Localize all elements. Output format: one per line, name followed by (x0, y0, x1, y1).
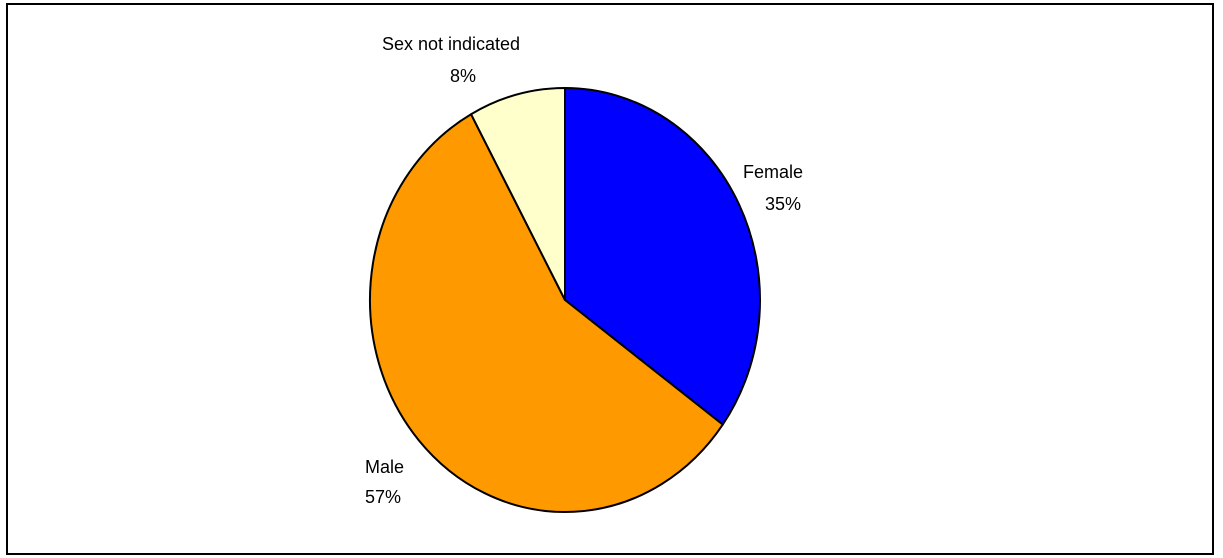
pie-slices (369, 87, 761, 513)
label-female-value: 35% (765, 194, 801, 214)
label-sex-not-indicated: Sex not indicated 8% (382, 34, 520, 86)
label-female: Female 35% (743, 162, 803, 214)
pie-slice-female (564, 87, 761, 426)
label-sex-not-indicated-value: 8% (450, 66, 476, 86)
label-male-value: 57% (365, 487, 401, 507)
chart-frame: Female 35% Male 57% Sex not indicated 8% (6, 3, 1214, 555)
label-sex-not-indicated-name: Sex not indicated (382, 34, 520, 54)
label-male-name: Male (365, 457, 404, 477)
label-male: Male 57% (365, 457, 404, 507)
pie-slice-male (369, 113, 724, 513)
pie-slice-sex-not-indicated (470, 87, 566, 301)
label-female-name: Female (743, 162, 803, 182)
pie-chart: Female 35% Male 57% Sex not indicated 8% (365, 34, 803, 513)
